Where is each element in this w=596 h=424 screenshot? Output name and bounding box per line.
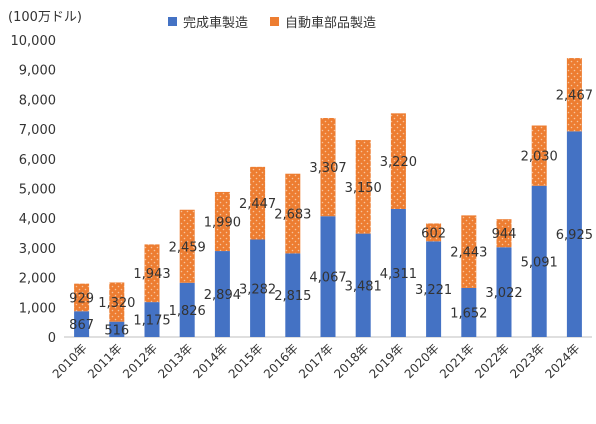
x-tick-label: 2013年	[155, 341, 195, 381]
bar-auto-parts	[144, 244, 160, 303]
data-label-auto-parts: 944	[492, 227, 517, 242]
legend-swatch-auto-parts	[270, 17, 280, 26]
y-tick-label: 4,000	[19, 212, 56, 227]
data-label-complete-vehicle: 867	[69, 318, 94, 333]
data-label-auto-parts: 929	[69, 291, 94, 306]
bar-complete-vehicle	[179, 282, 195, 337]
data-label-auto-parts: 2,467	[556, 89, 593, 104]
x-tick-label: 2016年	[261, 341, 301, 381]
legend-label-auto-parts: 自動車部品製造	[285, 16, 377, 31]
x-tick-label: 2012年	[120, 341, 160, 381]
y-tick-label: 9,000	[19, 64, 56, 79]
data-label-complete-vehicle: 1,826	[169, 304, 206, 319]
bar-complete-vehicle	[214, 251, 230, 337]
legend-item-complete-vehicle: 完成車製造	[168, 12, 248, 31]
data-label-auto-parts: 2,443	[450, 246, 487, 261]
data-label-complete-vehicle: 516	[104, 323, 129, 338]
legend-item-auto-parts: 自動車部品製造	[270, 12, 376, 31]
bar-complete-vehicle	[250, 239, 266, 337]
bar-auto-parts	[426, 223, 442, 242]
x-tick-label: 2019年	[367, 341, 407, 381]
y-tick-label: 7,000	[19, 123, 56, 138]
x-tick-label: 2022年	[472, 341, 512, 381]
bar-complete-vehicle	[461, 287, 477, 337]
data-label-complete-vehicle: 4,311	[380, 267, 417, 282]
data-label-complete-vehicle: 5,091	[521, 255, 558, 270]
data-label-complete-vehicle: 4,067	[309, 271, 346, 286]
y-axis-unit-label: (100万ドル)	[8, 10, 82, 25]
data-label-complete-vehicle: 1,175	[133, 314, 170, 329]
data-label-auto-parts: 1,320	[98, 296, 135, 311]
bar-complete-vehicle	[390, 208, 406, 337]
x-tick-label: 2021年	[437, 341, 477, 381]
data-label-complete-vehicle: 3,481	[345, 279, 382, 294]
bar-auto-parts	[285, 173, 301, 254]
x-tick-label: 2017年	[296, 341, 336, 381]
data-label-complete-vehicle: 1,652	[450, 306, 487, 321]
legend: 完成車製造 自動車部品製造	[168, 12, 376, 31]
bar-auto-parts	[214, 191, 230, 252]
bar-complete-vehicle	[566, 131, 582, 337]
bar-auto-parts	[109, 282, 125, 322]
bar-auto-parts	[250, 166, 266, 240]
bar-auto-parts	[179, 209, 195, 283]
legend-label-complete-vehicle: 完成車製造	[183, 16, 249, 31]
data-label-complete-vehicle: 3,022	[485, 286, 522, 301]
bar-auto-parts	[355, 140, 371, 234]
y-tick-label: 0	[48, 331, 56, 346]
bar-complete-vehicle	[426, 241, 442, 337]
y-tick-label: 1,000	[19, 301, 56, 316]
data-label-auto-parts: 1,943	[133, 267, 170, 282]
bar-complete-vehicle	[496, 247, 512, 337]
data-label-complete-vehicle: 2,894	[204, 288, 241, 303]
x-tick-label: 2020年	[402, 341, 442, 381]
x-tick-label: 2023年	[507, 341, 547, 381]
y-tick-label: 3,000	[19, 242, 56, 257]
plot-area: 0 1,000 2,000 3,000 4,000 5,000 6,000 7,000 8,00…	[11, 34, 594, 381]
x-tick-label: 2014年	[191, 341, 231, 381]
y-tick-label: 6,000	[19, 153, 56, 168]
bar-auto-parts	[461, 215, 477, 288]
data-label-complete-vehicle: 3,282	[239, 282, 276, 297]
y-tick-label: 2,000	[19, 272, 56, 287]
data-label-auto-parts: 3,307	[309, 161, 346, 176]
bar-complete-vehicle	[74, 311, 90, 337]
y-tick-label: 8,000	[19, 93, 56, 108]
data-label-auto-parts: 3,220	[380, 155, 417, 170]
bar-complete-vehicle	[320, 216, 336, 337]
data-label-auto-parts: 2,030	[521, 150, 558, 165]
bar-complete-vehicle	[355, 233, 371, 337]
x-tick-label: 2010年	[50, 341, 90, 381]
x-tick-label: 2024年	[543, 341, 583, 381]
x-tick-label: 2011年	[85, 341, 125, 381]
data-label-auto-parts: 2,683	[274, 208, 311, 223]
bar-auto-parts	[390, 113, 406, 209]
data-label-auto-parts: 2,459	[169, 240, 206, 255]
data-label-complete-vehicle: 2,815	[274, 289, 311, 304]
bar-complete-vehicle	[144, 302, 160, 337]
bar-auto-parts	[74, 283, 90, 312]
y-tick-label: 10,000	[11, 34, 57, 49]
bar-complete-vehicle	[109, 321, 125, 337]
bar-auto-parts	[496, 219, 512, 248]
bar-auto-parts	[531, 125, 547, 186]
data-label-auto-parts: 602	[421, 226, 446, 241]
data-label-complete-vehicle: 6,925	[556, 228, 593, 243]
data-label-complete-vehicle: 3,221	[415, 283, 452, 298]
bar-complete-vehicle	[531, 185, 547, 337]
x-tick-label: 2015年	[226, 341, 266, 381]
data-label-auto-parts: 2,447	[239, 197, 276, 212]
bar-complete-vehicle	[285, 253, 301, 337]
x-tick-label: 2018年	[331, 341, 371, 381]
legend-swatch-complete-vehicle	[168, 17, 177, 26]
data-label-auto-parts: 1,990	[204, 215, 241, 230]
bar-auto-parts	[320, 117, 336, 217]
y-tick-label: 5,000	[19, 183, 56, 198]
data-label-auto-parts: 3,150	[345, 181, 382, 196]
bar-auto-parts	[566, 58, 582, 132]
